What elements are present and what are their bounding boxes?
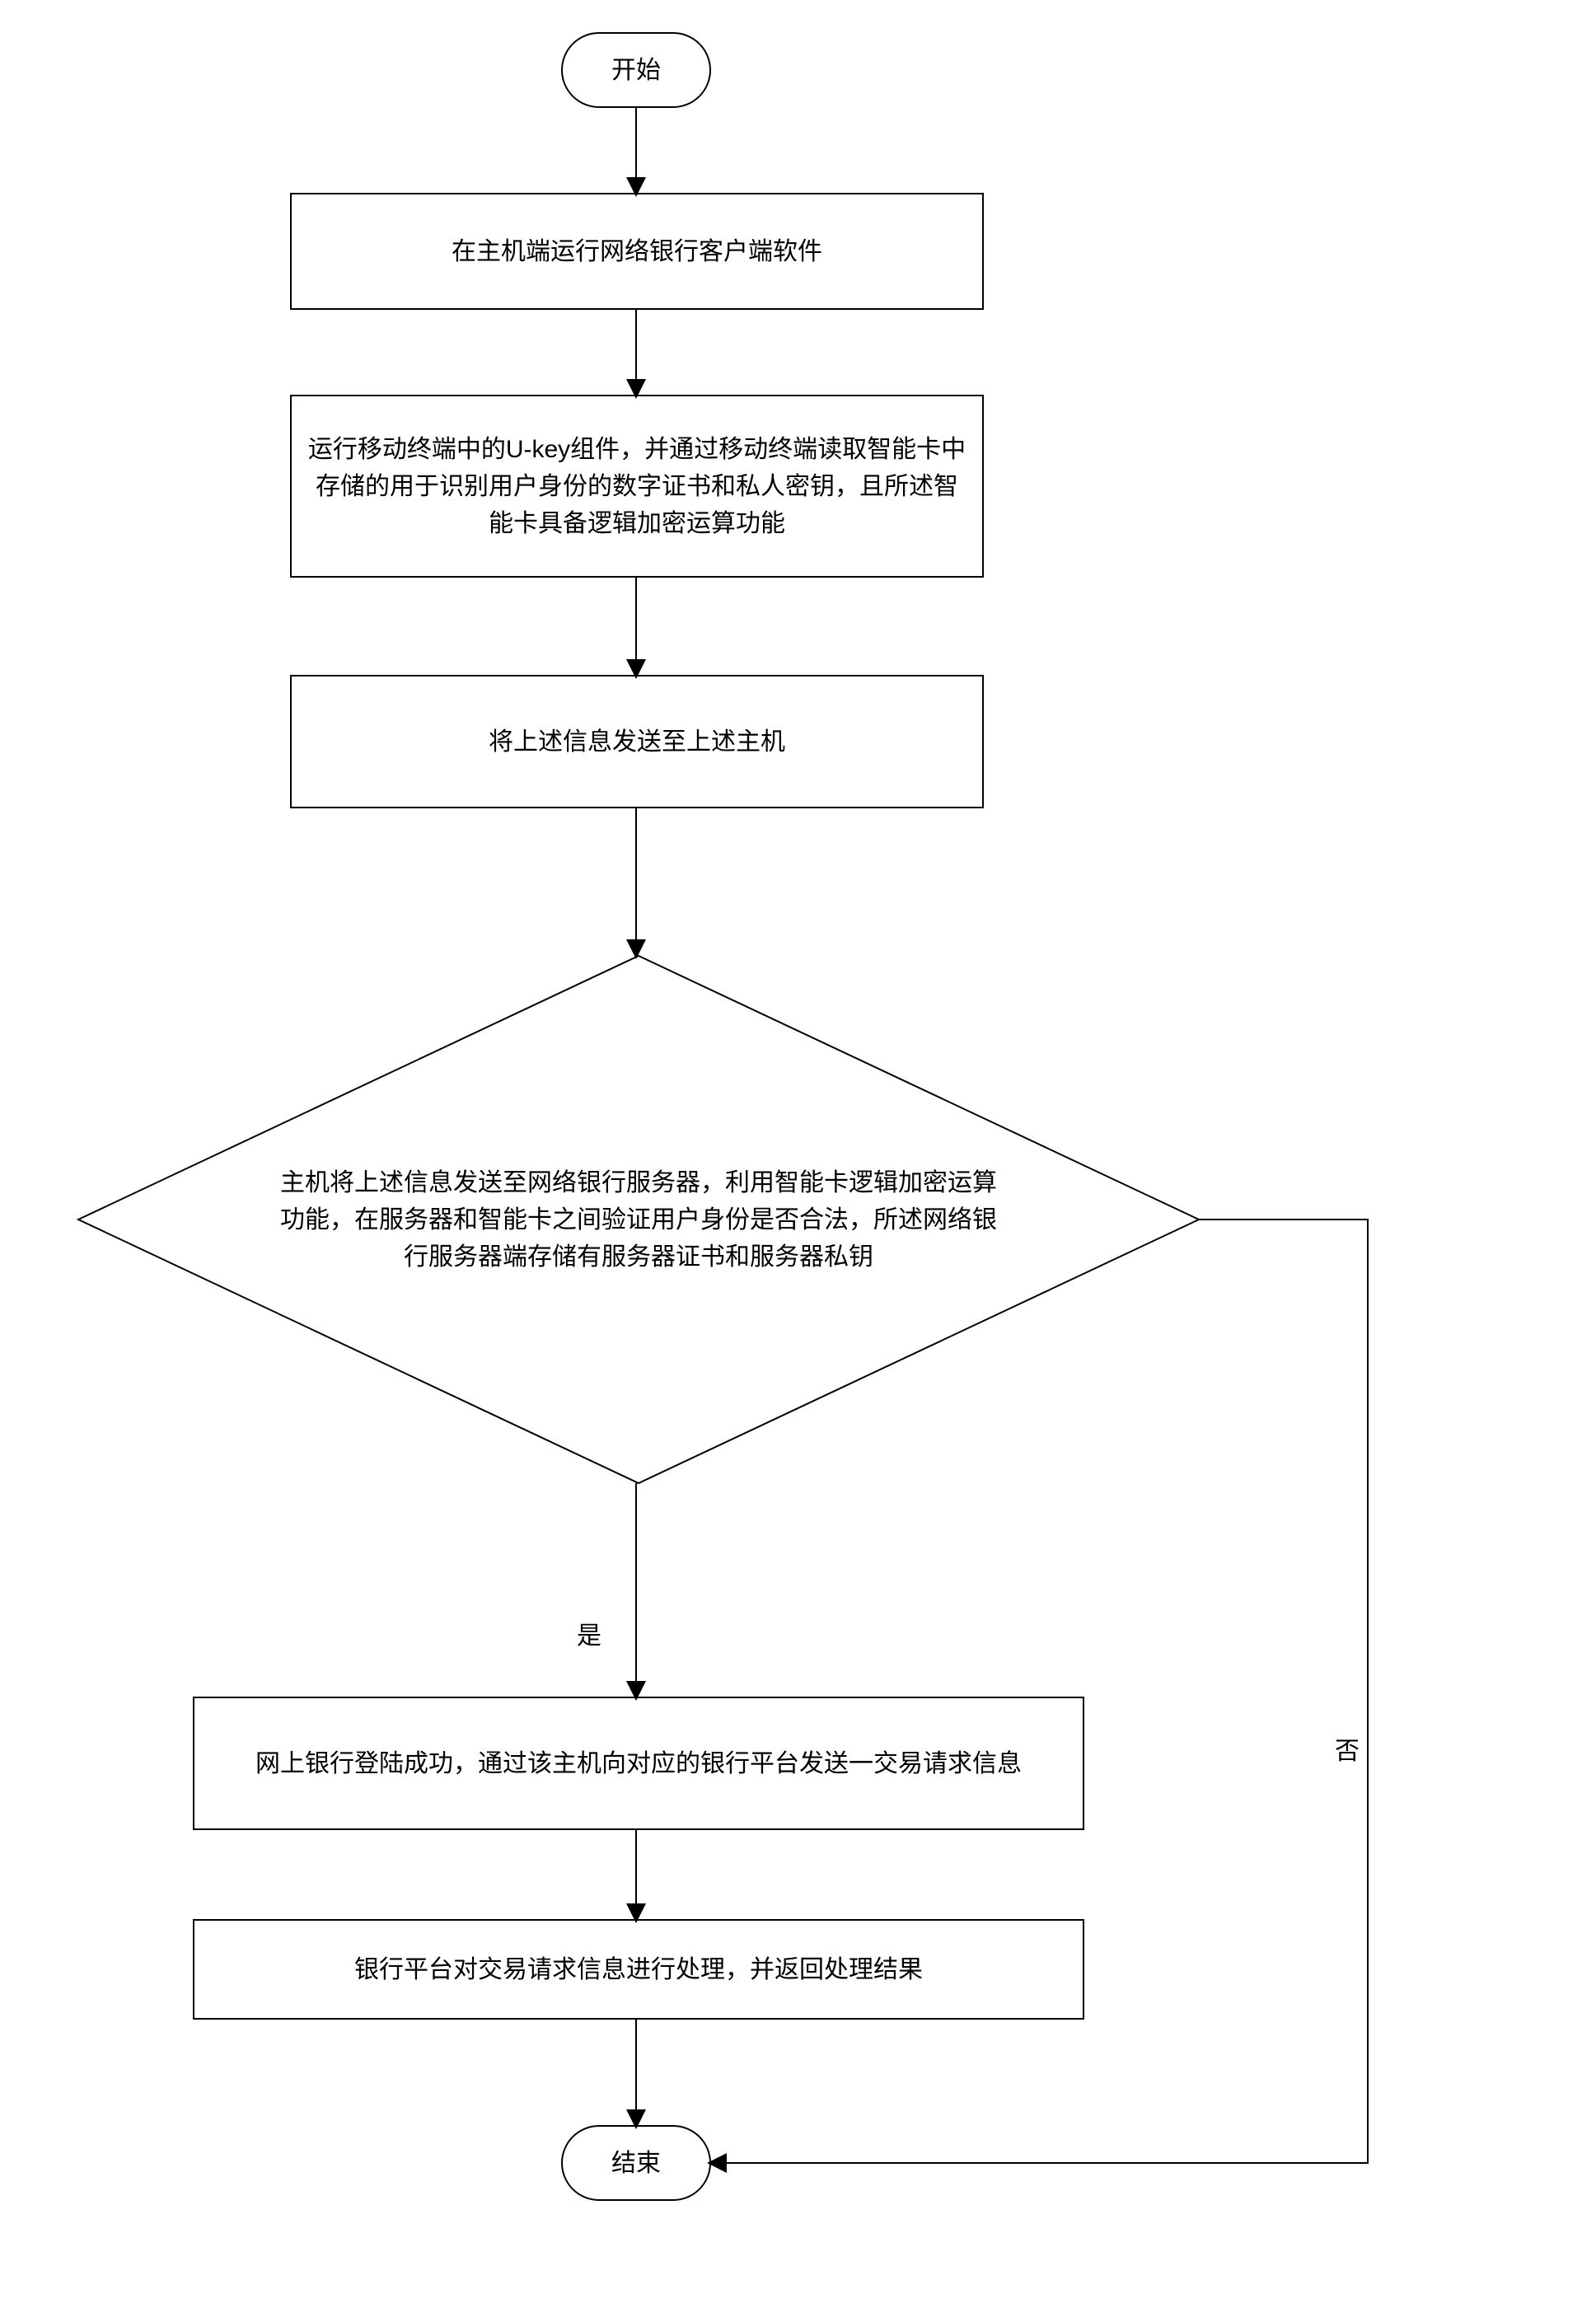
edge-label-7: 否	[1335, 1730, 1360, 1767]
node-step1: 在主机端运行网络银行客户端软件	[307, 202, 966, 301]
node-step5: 银行平台对交易请求信息进行处理，并返回处理结果	[210, 1928, 1067, 2011]
edge-label-4: 是	[577, 1615, 601, 1651]
node-step2: 运行移动终端中的U-key组件，并通过移动终端读取智能卡中存储的用于识别用户身份…	[307, 404, 966, 569]
node-decision: 主机将上述信息发送至网络银行服务器，利用智能卡逻辑加密运算功能，在服务器和智能卡…	[280, 1114, 997, 1325]
edge-7	[710, 1220, 1368, 2163]
node-step3: 将上述信息发送至上述主机	[307, 684, 966, 799]
node-end: 结束	[578, 2134, 694, 2192]
node-start: 开始	[578, 41, 694, 99]
node-step4: 网上银行登陆成功，通过该主机向对应的银行平台发送一交易请求信息	[210, 1706, 1067, 1821]
